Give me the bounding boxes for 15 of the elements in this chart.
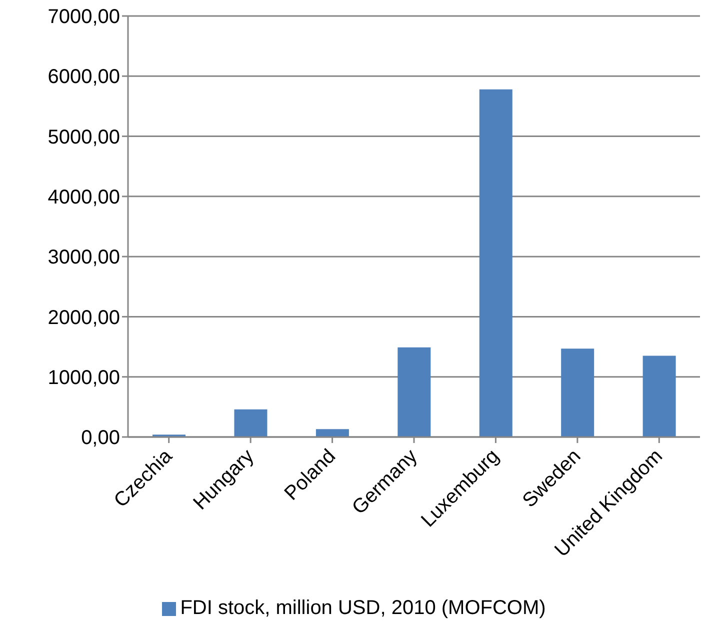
bar: [234, 409, 268, 437]
y-tick-label: 2000,00: [48, 306, 120, 329]
legend-label: FDI stock, million USD, 2010 (MOFCOM): [180, 597, 546, 619]
bar: [561, 348, 594, 437]
bar: [479, 89, 512, 437]
bar: [316, 429, 349, 437]
y-tick-label: 7000,00: [48, 6, 120, 28]
y-tick-label: 4000,00: [48, 186, 120, 209]
y-tick-label: 1000,00: [48, 366, 120, 389]
y-tick-label: 3000,00: [48, 246, 120, 269]
y-tick-label: 0,00: [81, 427, 120, 450]
y-tick-label: 6000,00: [48, 66, 120, 88]
bar: [398, 347, 431, 437]
bar: [642, 356, 676, 437]
y-tick-label: 5000,00: [48, 126, 120, 148]
